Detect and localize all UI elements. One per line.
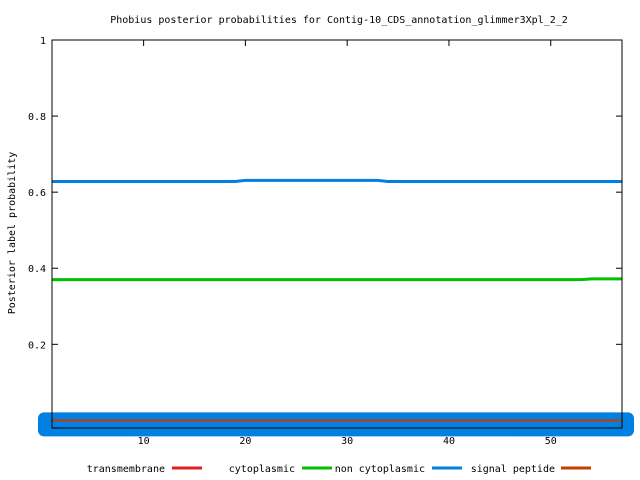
tick-labels: 0.2 0.4 0.6 0.8 1 10 20 30 40 50 — [28, 36, 557, 447]
y-axis-label: Posterior label probability — [7, 152, 18, 315]
legend: transmembrane cytoplasmic non cytoplasmic s… — [87, 464, 591, 475]
y-tick-label: 0.2 — [28, 340, 46, 351]
chart-title: Phobius posterior probabilities for Cont… — [110, 15, 568, 26]
x-tick-label: 20 — [239, 436, 251, 447]
x-tick-label: 10 — [138, 436, 150, 447]
plot-area-frame — [51, 39, 623, 429]
series-line-non-cytoplasmic — [52, 178, 622, 184]
y-tick-label: 0.8 — [28, 112, 46, 123]
legend-label-transmembrane: transmembrane — [87, 464, 165, 475]
legend-label-signal-peptide: signal peptide — [471, 464, 555, 475]
axis-ticks — [52, 39, 622, 428]
x-tick-label: 30 — [341, 436, 353, 447]
x-tick-label: 50 — [545, 436, 557, 447]
series-line-cytoplasmic — [52, 277, 622, 282]
y-tick-label: 0.6 — [28, 188, 46, 199]
y-tick-label: 1 — [40, 36, 46, 47]
legend-label-non-cytoplasmic: non cytoplasmic — [335, 464, 425, 475]
legend-label-cytoplasmic: cytoplasmic — [229, 464, 295, 475]
x-tick-label: 40 — [443, 436, 455, 447]
non-cytoplasmic-baseline-fill — [52, 414, 622, 435]
y-tick-label: 0.4 — [28, 264, 46, 275]
series-layer — [38, 178, 634, 437]
